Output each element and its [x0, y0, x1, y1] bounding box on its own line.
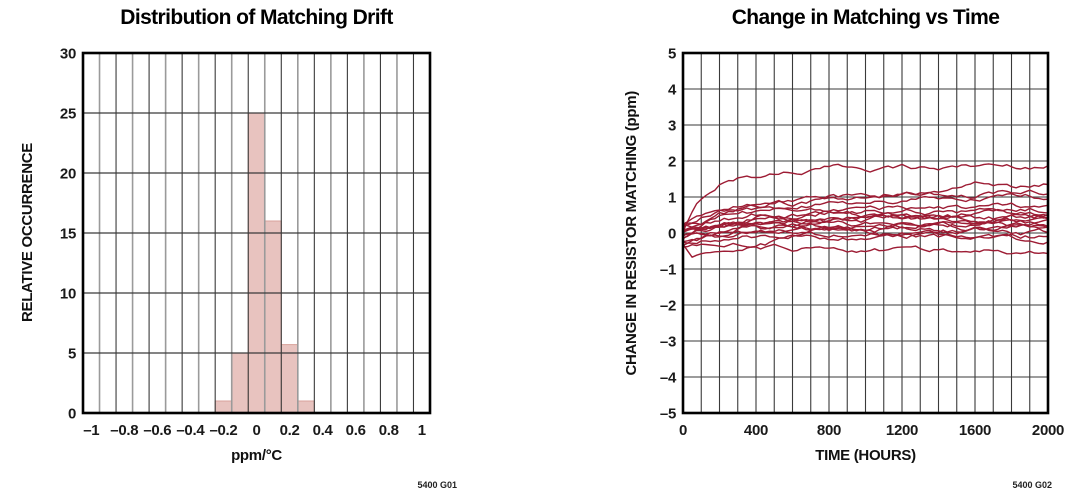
svg-text:0.6: 0.6 — [346, 422, 366, 439]
svg-text:0.8: 0.8 — [379, 422, 399, 439]
trace-unit-02 — [682, 181, 1049, 227]
trace-unit-04 — [682, 192, 1049, 240]
svg-text:–0.2: –0.2 — [209, 422, 237, 439]
trace-unit-05 — [682, 202, 1049, 226]
svg-text:0.2: 0.2 — [280, 422, 300, 439]
trace-unit-06 — [682, 207, 1049, 228]
svg-text:–3: –3 — [660, 334, 676, 351]
trace-unit-15 — [682, 225, 1049, 247]
histogram-bar — [264, 220, 282, 414]
svg-text:400: 400 — [744, 422, 768, 439]
histogram-tick-labels: 0 5 10 15 20 25 30 –1 –0.8 –0.6 –0.4 –0.2 0 0.2 0.4 0.6… — [60, 46, 426, 440]
svg-text:1: 1 — [418, 422, 426, 439]
svg-text:2000: 2000 — [1032, 422, 1064, 439]
svg-text:800: 800 — [817, 422, 841, 439]
svg-text:–0.4: –0.4 — [176, 422, 205, 439]
svg-text:0: 0 — [252, 422, 260, 439]
svg-text:1600: 1600 — [959, 422, 991, 439]
trace-unit-03 — [682, 189, 1049, 233]
trace-unit-16 — [682, 231, 1049, 245]
histogram-frame — [81, 51, 432, 415]
svg-text:2: 2 — [668, 154, 676, 171]
line-chart-title: Change in Matching vs Time — [731, 6, 1000, 29]
line-chart-gridlines — [683, 53, 1048, 413]
histogram-gridlines — [83, 53, 430, 413]
svg-text:–0.6: –0.6 — [143, 422, 171, 439]
svg-text:1: 1 — [668, 190, 676, 207]
histogram-bar — [247, 112, 266, 414]
trace-unit-11 — [682, 218, 1049, 239]
line-chart-xlabel: TIME (HOURS) — [815, 447, 916, 464]
trace-unit-01 — [682, 163, 1049, 233]
svg-text:–4: –4 — [660, 370, 677, 387]
histogram-bar — [297, 400, 315, 414]
svg-text:–2: –2 — [660, 298, 676, 315]
svg-text:20: 20 — [60, 166, 76, 183]
trace-unit-18 — [682, 243, 1049, 258]
line-chart-ylabel: CHANGE IN RESISTOR MATCHING (ppm) — [622, 90, 640, 376]
svg-text:–5: –5 — [660, 406, 676, 423]
svg-text:–1: –1 — [660, 262, 676, 279]
trace-unit-17 — [682, 233, 1049, 248]
line-chart-footnote: 5400 G02 — [1012, 480, 1052, 490]
svg-text:0: 0 — [668, 226, 676, 243]
svg-text:25: 25 — [60, 106, 76, 123]
line-chart-frame — [681, 51, 1050, 415]
svg-text:0: 0 — [68, 406, 76, 423]
svg-text:0: 0 — [679, 422, 687, 439]
svg-text:–1: –1 — [83, 422, 99, 439]
histogram-ylabel-wrap: RELATIVE OCCURRENCE — [16, 53, 38, 413]
histogram-footnote: 5400 G01 — [417, 480, 457, 490]
histogram-title: Distribution of Matching Drift — [120, 6, 393, 29]
histogram-ylabel: RELATIVE OCCURRENCE — [18, 143, 36, 323]
histogram-bar — [231, 352, 249, 414]
svg-text:10: 10 — [60, 286, 76, 303]
svg-text:5: 5 — [68, 346, 76, 363]
histogram-bar — [214, 400, 233, 414]
svg-text:–0.8: –0.8 — [110, 422, 138, 439]
line-chart-traces — [682, 163, 1049, 258]
svg-text:5: 5 — [668, 46, 676, 63]
line-chart-ylabel-wrap: CHANGE IN RESISTOR MATCHING (ppm) — [620, 53, 642, 413]
svg-text:0.4: 0.4 — [313, 422, 334, 439]
svg-text:15: 15 — [60, 226, 76, 243]
svg-text:3: 3 — [668, 118, 676, 135]
histogram-bar — [280, 344, 299, 414]
histogram-xlabel: ppm/°C — [231, 447, 282, 464]
svg-text:30: 30 — [60, 46, 76, 63]
svg-text:4: 4 — [668, 82, 677, 99]
trace-unit-09 — [682, 214, 1049, 237]
svg-text:1200: 1200 — [886, 422, 918, 439]
